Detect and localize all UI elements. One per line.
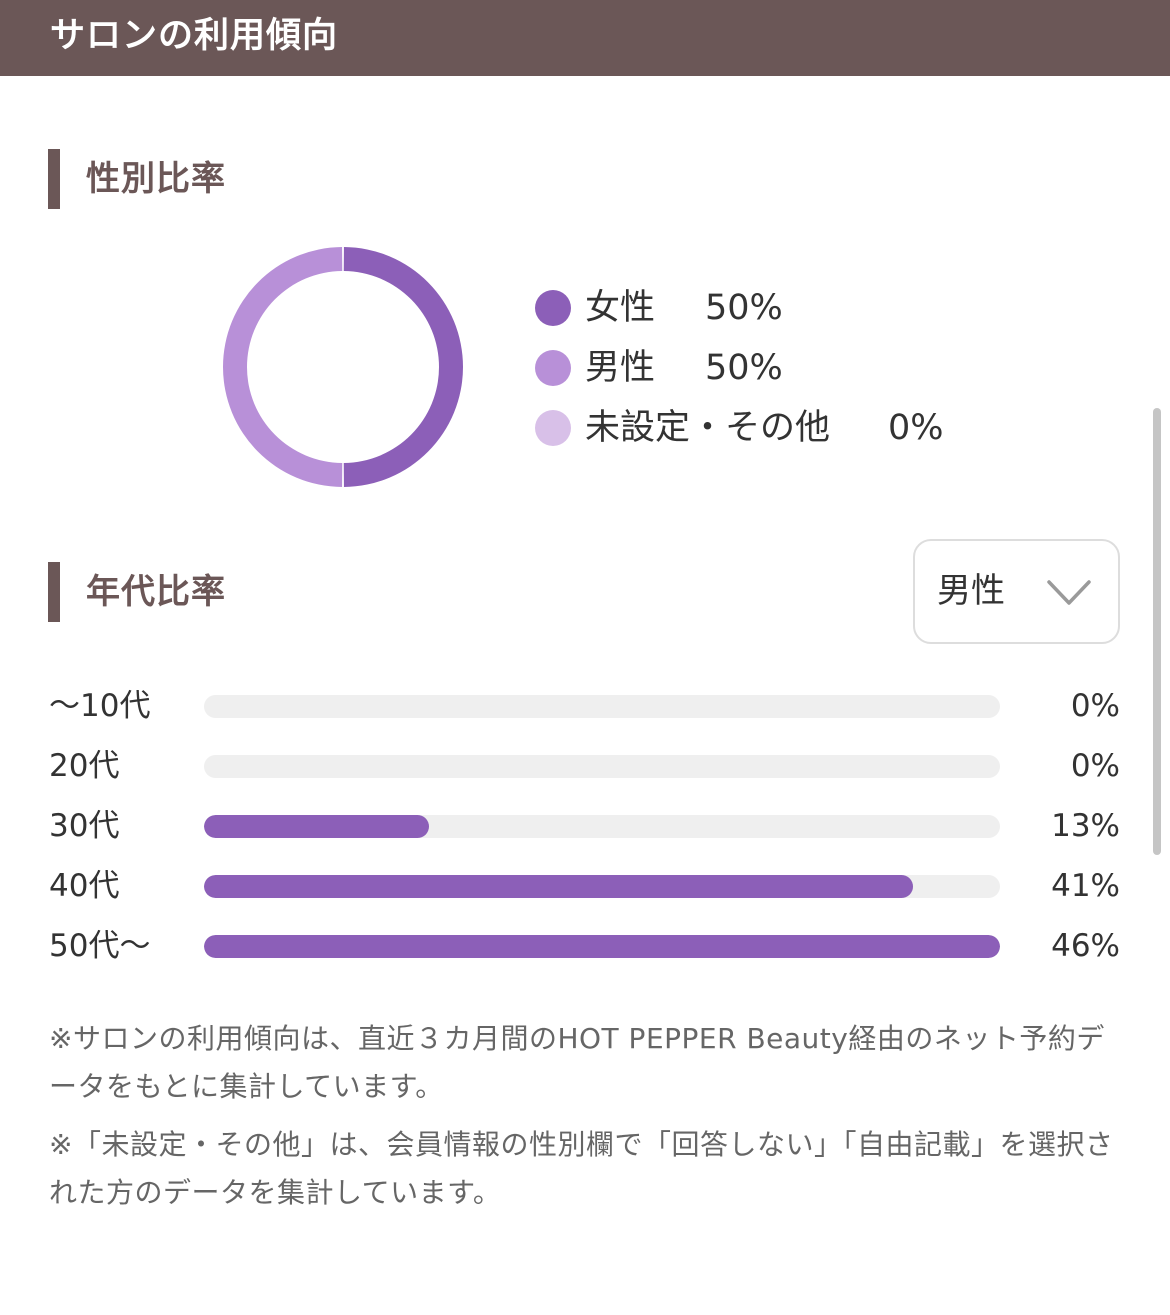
scrollbar-thumb[interactable] [1153,408,1161,855]
legend-label-other: 未設定・その他 [585,408,831,448]
age-label: 〜10代 [49,688,151,724]
note-unset-other: ※「未設定・その他」は、会員情報の性別欄で「回答しない」「自由記載」を選択された… [49,1128,1114,1209]
age-label: 20代 [49,748,120,784]
page-header: サロンの利用傾向 [0,0,1170,76]
gender-donut-chart [223,247,463,487]
age-bar-track [204,875,1000,898]
age-label: 50代〜 [49,928,151,964]
age-bar-track [204,695,1000,718]
gender-ratio-heading: 性別比率 [48,149,226,209]
age-row-10s: 〜10代 0% [0,676,1170,736]
age-bar-fill [204,815,429,838]
note-aggregation-period: ※サロンの利用傾向は、直近３カ月間のHOT PEPPER Beauty経由のネッ… [49,1022,1105,1103]
donut-segment-female [343,247,463,487]
donut-segment-male [223,247,343,487]
gender-filter-dropdown[interactable]: 男性 [913,539,1120,644]
age-bar-track [204,815,1000,838]
age-label: 40代 [49,868,120,904]
age-row-30s: 30代 13% [0,796,1170,856]
age-bar-fill [204,875,914,898]
age-bar-track [204,755,1000,778]
legend-label-male: 男性 [585,348,656,388]
dropdown-selected-value: 男性 [937,571,1005,611]
age-row-50s-plus: 50代〜 46% [0,916,1170,976]
age-value: 0% [1070,748,1120,784]
age-label: 30代 [49,808,120,844]
legend-value-female: 50% [705,288,783,328]
legend-dot-male [535,350,571,386]
page-title: サロンの利用傾向 [50,16,339,56]
age-bar-fill [204,935,1000,958]
legend-label-female: 女性 [585,288,656,328]
legend-dot-other [535,410,571,446]
chevron-down-icon [1047,580,1091,605]
age-value: 41% [1051,868,1120,904]
legend-value-male: 50% [705,348,783,388]
age-row-20s: 20代 0% [0,736,1170,796]
legend-dot-female [535,290,571,326]
legend-value-other: 0% [888,408,944,448]
age-value: 0% [1070,688,1120,724]
age-value: 46% [1051,928,1120,964]
age-row-40s: 40代 41% [0,856,1170,916]
age-value: 13% [1051,808,1120,844]
age-ratio-heading: 年代比率 [48,562,226,622]
age-bar-track [204,935,1000,958]
